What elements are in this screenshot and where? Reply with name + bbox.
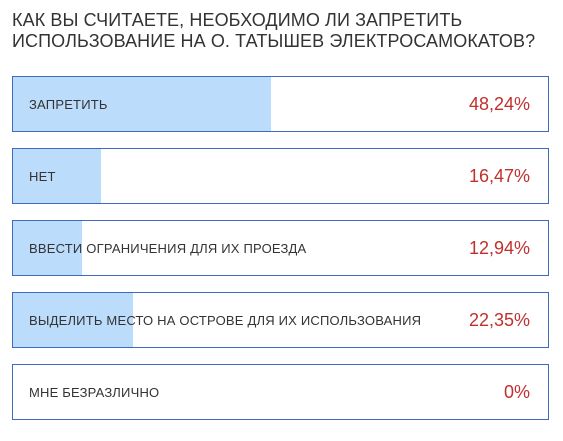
poll-option-result-bar (13, 149, 102, 203)
poll-option-percent: 0% (503, 381, 530, 402)
poll-option-percent: 16,47% (468, 165, 530, 186)
poll-option-label: НЕТ (29, 168, 56, 184)
poll-widget: КАК ВЫ СЧИТАЕТЕ, НЕОБХОДИМО ЛИ ЗАПРЕТИТЬ… (12, 10, 550, 436)
poll-option-label: МНЕ БЕЗРАЗЛИЧНО (29, 384, 160, 400)
poll-option-label: ВВЕСТИ ОГРАНИЧЕНИЯ ДЛЯ ИХ ПРОЕЗДА (29, 240, 307, 256)
poll-option-percent: 48,24% (468, 93, 530, 114)
poll-option-result-bar (13, 77, 272, 131)
poll-options: ЗАПРЕТИТЬ 48,24% НЕТ 16,47% ВВЕСТИ ОГРАН… (12, 76, 550, 436)
poll-option-label: ЗАПРЕТИТЬ (29, 96, 108, 112)
poll-option-percent: 22,35% (468, 309, 530, 330)
poll-question: КАК ВЫ СЧИТАЕТЕ, НЕОБХОДИМО ЛИ ЗАПРЕТИТЬ… (12, 10, 536, 51)
poll-option-result-bar (13, 293, 133, 347)
poll-option-restrict[interactable]: ВВЕСТИ ОГРАНИЧЕНИЯ ДЛЯ ИХ ПРОЕЗДА 12,94% (12, 220, 549, 276)
poll-option-designate-area[interactable]: ВЫДЕЛИТЬ МЕСТО НА ОСТРОВЕ ДЛЯ ИХ ИСПОЛЬЗ… (12, 292, 549, 348)
poll-option-result-bar (13, 221, 83, 275)
poll-option-no[interactable]: НЕТ 16,47% (12, 148, 549, 204)
poll-option-indifferent[interactable]: МНЕ БЕЗРАЗЛИЧНО 0% (12, 364, 549, 420)
poll-option-ban[interactable]: ЗАПРЕТИТЬ 48,24% (12, 76, 549, 132)
poll-option-label: ВЫДЕЛИТЬ МЕСТО НА ОСТРОВЕ ДЛЯ ИХ ИСПОЛЬЗ… (29, 312, 422, 328)
poll-option-percent: 12,94% (468, 237, 530, 258)
